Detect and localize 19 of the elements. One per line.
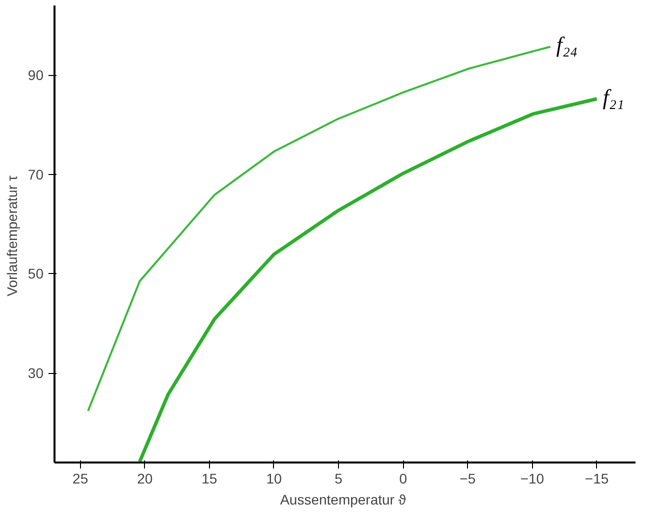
series-label: f₂₁	[602, 84, 624, 110]
x-tick-label: −15	[584, 470, 609, 486]
line-series	[87, 46, 552, 412]
x-tick-label: −10	[520, 470, 544, 486]
x-tick-label: 20	[137, 470, 153, 486]
x-tick-label: 25	[72, 470, 88, 486]
x-tick-label: 0	[399, 470, 408, 486]
line-series	[138, 97, 599, 462]
x-axis-title: Aussentemperatur ϑ	[280, 492, 406, 508]
x-tick-label: 15	[202, 470, 218, 486]
y-tick-label: 30	[28, 365, 44, 382]
y-tick-label: 70	[28, 166, 44, 182]
series-label: f₂₄	[556, 32, 578, 58]
x-tick-label: 5	[334, 470, 343, 486]
x-tick-label: 10	[266, 470, 282, 486]
y-tick-label: 90	[28, 67, 44, 84]
x-tick-label: −5	[460, 470, 476, 486]
y-axis-title: Vorlauftemperatur τ	[4, 175, 20, 296]
y-tick-label: 50	[28, 266, 44, 282]
